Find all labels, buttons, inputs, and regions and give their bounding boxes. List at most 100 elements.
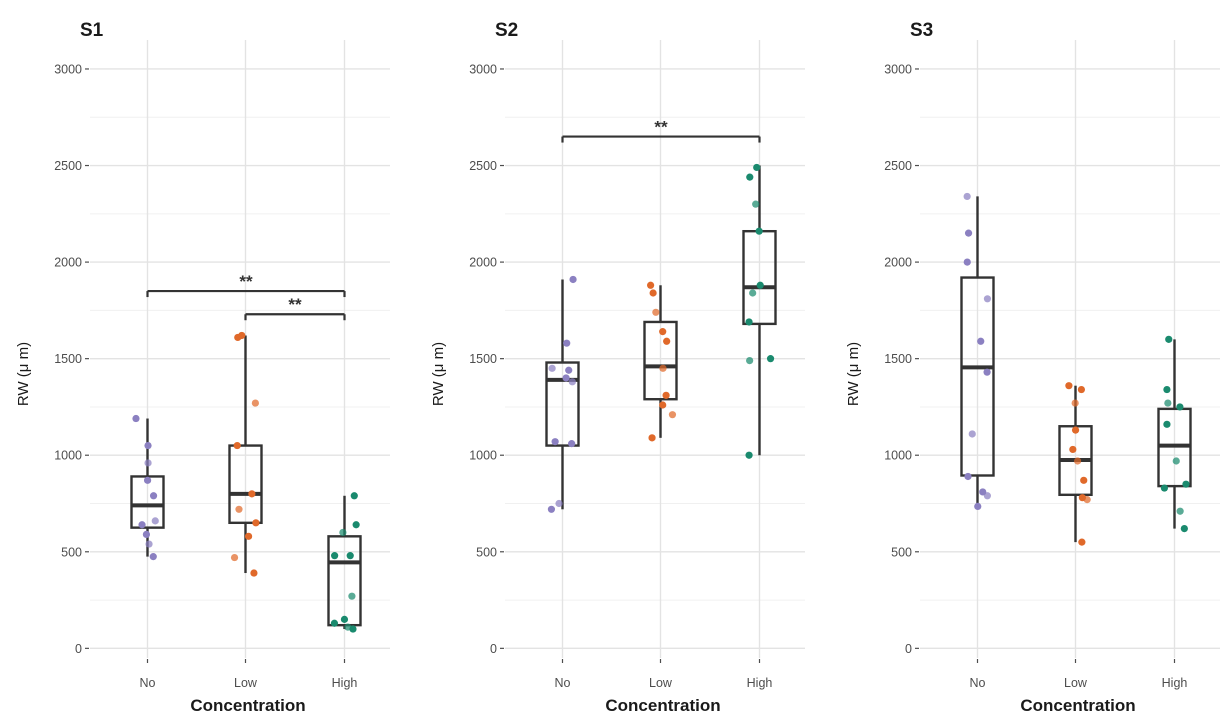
data-point-low	[250, 569, 258, 577]
x-axis-title: Concentration	[605, 696, 720, 713]
data-point-high	[348, 592, 356, 600]
data-point-no	[979, 488, 987, 496]
panel-title: S2	[495, 20, 518, 41]
data-point-low	[659, 328, 667, 336]
data-point-high	[1164, 399, 1172, 407]
x-tick-label: Low	[234, 676, 258, 690]
data-point-no	[568, 440, 576, 448]
data-point-no	[964, 472, 972, 481]
data-point-no	[568, 378, 576, 386]
data-point-high	[352, 521, 360, 529]
panel-title: S1	[80, 20, 104, 41]
data-point-high	[331, 552, 339, 560]
x-tick-label: No	[555, 676, 571, 690]
data-point-high	[346, 552, 354, 560]
data-point-low	[648, 434, 656, 442]
box-low	[228, 444, 263, 525]
x-axis-title: Concentration	[190, 696, 305, 713]
data-point-high	[755, 227, 763, 235]
data-point-no	[983, 295, 992, 303]
y-tick-label: 0	[490, 642, 497, 656]
y-tick-label: 2000	[54, 256, 82, 270]
data-point-high	[746, 356, 754, 365]
x-tick-label: Low	[649, 676, 673, 690]
data-point-no	[555, 499, 563, 508]
y-axis-title: RW (μ m)	[430, 342, 447, 406]
data-point-low	[252, 519, 260, 527]
data-point-low	[1078, 538, 1086, 546]
data-point-high	[749, 289, 757, 297]
data-point-high	[330, 619, 339, 627]
data-point-no	[964, 229, 973, 237]
data-point-high	[1182, 480, 1190, 488]
data-point-high	[752, 200, 760, 208]
y-tick-label: 0	[905, 642, 912, 656]
data-point-low	[1080, 476, 1088, 484]
data-point-low	[1077, 385, 1086, 394]
data-point-no	[151, 517, 159, 525]
data-point-high	[1163, 420, 1171, 428]
data-point-low	[1074, 457, 1082, 465]
data-point-no	[149, 553, 157, 561]
data-point-high	[1163, 385, 1171, 394]
data-point-low	[244, 532, 253, 540]
panel-s1: 0 500 1000 1500 2000 2500 3000 No Low High S1 Conce…	[15, 20, 390, 713]
data-point-no	[983, 368, 991, 376]
data-point-high	[1160, 484, 1169, 492]
data-point-no	[548, 364, 556, 372]
data-point-no	[149, 492, 158, 500]
y-tick-label: 1500	[54, 352, 82, 366]
y-tick-label: 500	[61, 545, 82, 559]
data-point-no	[963, 192, 971, 201]
y-tick-label: 2000	[884, 256, 912, 270]
data-point-no	[144, 441, 152, 450]
data-point-no	[977, 337, 985, 345]
data-point-high	[350, 492, 358, 500]
data-point-high	[766, 355, 775, 363]
y-tick-label: 500	[891, 545, 912, 559]
y-tick-label: 0	[75, 642, 82, 656]
data-point-low	[1071, 399, 1079, 407]
data-point-no	[974, 502, 982, 510]
data-point-low	[659, 364, 667, 372]
data-point-high	[339, 528, 347, 537]
significance-label: **	[288, 295, 302, 314]
data-point-high	[1180, 525, 1188, 533]
data-point-low	[1078, 494, 1086, 502]
data-point-no	[551, 438, 559, 446]
y-tick-label: 2500	[884, 159, 912, 173]
data-point-high	[1176, 403, 1184, 411]
data-point-high	[753, 163, 761, 172]
data-point-no	[968, 430, 976, 438]
data-point-no	[963, 258, 971, 266]
y-tick-label: 1500	[884, 352, 912, 366]
data-point-low	[1069, 445, 1077, 454]
y-tick-label: 1000	[884, 449, 912, 463]
significance-label: **	[239, 272, 253, 291]
data-point-high	[746, 173, 754, 181]
y-tick-label: 1500	[469, 352, 497, 366]
y-tick-label: 2500	[469, 159, 497, 173]
x-tick-label: No	[140, 676, 156, 690]
data-point-no	[563, 339, 571, 347]
data-point-high	[340, 615, 349, 623]
data-point-low	[649, 289, 657, 297]
data-point-low	[659, 401, 667, 409]
data-point-low	[248, 490, 256, 498]
data-point-high	[756, 281, 764, 289]
data-point-low	[235, 505, 243, 513]
data-point-no	[562, 374, 570, 382]
data-point-no	[569, 275, 577, 284]
data-point-low	[662, 391, 670, 399]
y-axis-title: RW (μ m)	[15, 342, 32, 406]
box-high	[327, 535, 362, 627]
y-tick-label: 500	[476, 545, 497, 559]
data-point-no	[144, 459, 152, 467]
data-point-low	[238, 331, 246, 340]
data-point-no	[143, 476, 152, 484]
data-point-low	[663, 337, 671, 345]
data-point-high	[745, 451, 753, 459]
y-tick-label: 1000	[469, 449, 497, 463]
data-point-no	[547, 505, 556, 513]
